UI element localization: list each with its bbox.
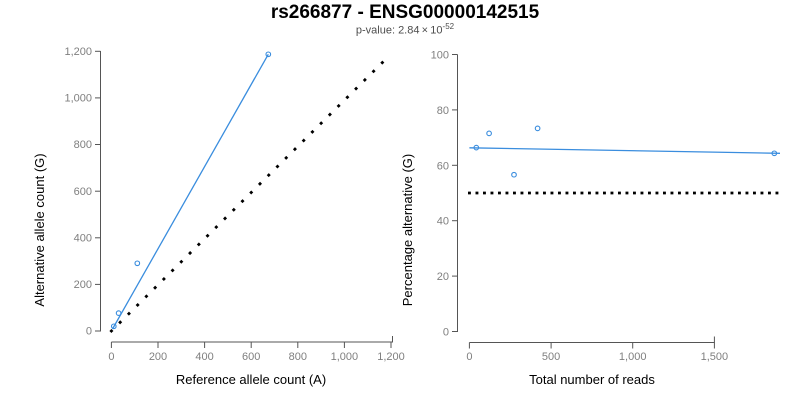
svg-text:0: 0 bbox=[108, 351, 114, 363]
svg-text:800: 800 bbox=[74, 139, 92, 151]
svg-text:200: 200 bbox=[149, 351, 167, 363]
svg-text:Percentage alternative (G): Percentage alternative (G) bbox=[400, 154, 415, 306]
svg-text:80: 80 bbox=[437, 105, 449, 117]
svg-text:1,500: 1,500 bbox=[701, 351, 729, 363]
svg-text:200: 200 bbox=[74, 279, 92, 291]
svg-text:400: 400 bbox=[74, 233, 92, 245]
svg-text:1,000: 1,000 bbox=[619, 351, 647, 363]
svg-text:800: 800 bbox=[289, 351, 307, 363]
svg-text:60: 60 bbox=[437, 160, 449, 172]
svg-text:600: 600 bbox=[74, 186, 92, 198]
svg-text:1,000: 1,000 bbox=[64, 93, 92, 105]
svg-text:0: 0 bbox=[466, 351, 472, 363]
svg-text:Reference allele count (A): Reference allele count (A) bbox=[176, 372, 326, 387]
svg-text:400: 400 bbox=[195, 351, 213, 363]
svg-text:500: 500 bbox=[542, 351, 560, 363]
svg-text:600: 600 bbox=[242, 351, 260, 363]
svg-text:1,200: 1,200 bbox=[377, 351, 405, 363]
svg-text:Alternative allele count (G): Alternative allele count (G) bbox=[32, 153, 47, 306]
svg-text:40: 40 bbox=[437, 216, 449, 228]
svg-text:0: 0 bbox=[86, 326, 92, 338]
svg-text:Total number of reads: Total number of reads bbox=[529, 372, 655, 387]
svg-text:100: 100 bbox=[431, 50, 449, 62]
svg-text:0: 0 bbox=[443, 327, 449, 339]
svg-text:20: 20 bbox=[437, 271, 449, 283]
svg-text:1,200: 1,200 bbox=[64, 46, 92, 58]
svg-text:1,000: 1,000 bbox=[331, 351, 359, 363]
